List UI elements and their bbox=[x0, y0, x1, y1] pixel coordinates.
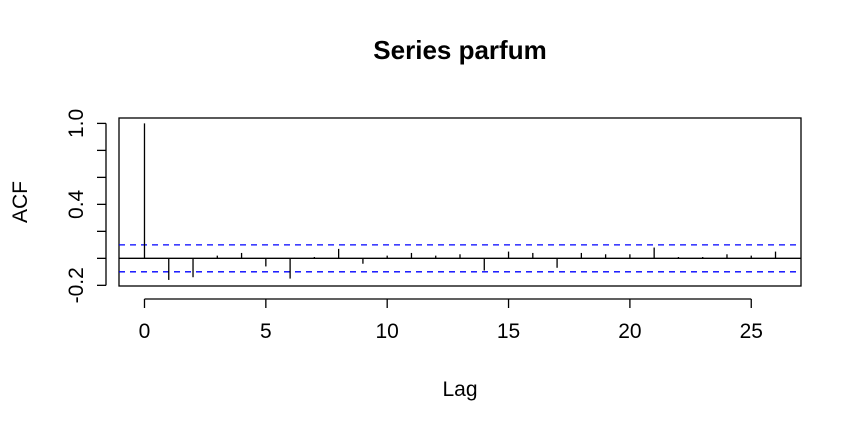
y-tick-label: 1.0 bbox=[65, 109, 88, 138]
y-axis-label: ACF bbox=[9, 181, 32, 223]
x-axis-label: Lag bbox=[442, 378, 477, 401]
plot-frame bbox=[118, 117, 802, 287]
x-tick-label: 0 bbox=[139, 320, 151, 343]
x-tick-label: 15 bbox=[497, 320, 520, 343]
chart-title: Series parfum bbox=[373, 35, 546, 65]
x-tick-label: 20 bbox=[618, 320, 641, 343]
x-tick-label: 25 bbox=[740, 320, 763, 343]
y-tick-label: -0.2 bbox=[65, 267, 88, 303]
y-tick-label: 0.4 bbox=[65, 189, 88, 219]
x-tick-label: 5 bbox=[260, 320, 272, 343]
plot-area bbox=[118, 117, 802, 287]
x-tick-label: 10 bbox=[376, 320, 399, 343]
y-axis: -0.2 0.4 1.0 bbox=[65, 109, 107, 303]
x-axis: 0 5 10 15 20 25 bbox=[139, 298, 763, 343]
